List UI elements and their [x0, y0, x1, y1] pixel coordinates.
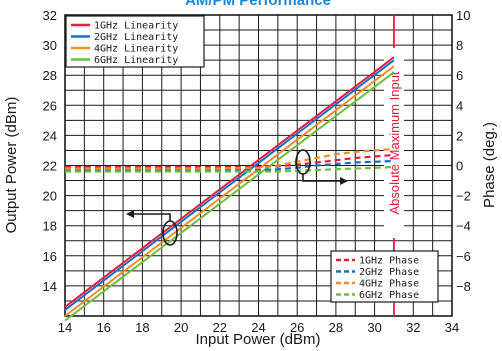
y-right-tick-label: 4: [456, 98, 463, 113]
legend-label: 1GHz Linearity: [94, 21, 178, 32]
y-right-tick-label: −2: [456, 189, 471, 204]
legend-label: 6GHz Linearity: [94, 55, 178, 66]
x-tick-label: 22: [213, 320, 227, 335]
series-line-2ghz-linearity: [64, 59, 395, 311]
y-right-tick-label: 2: [456, 128, 463, 143]
y-left-tick-label: 32: [43, 8, 57, 23]
legend-label: 6GHz Phase: [359, 290, 419, 301]
series-line-1ghz-phase: [65, 153, 395, 169]
y-right-tick-label: −8: [456, 279, 471, 294]
series-line-4ghz-phase: [65, 147, 395, 170]
y-left-tick-label: 30: [43, 38, 57, 53]
legend-label: 4GHz Phase: [359, 279, 419, 290]
y-axis-left-label: Output Power (dBm): [3, 97, 20, 234]
plot-frame: [64, 14, 453, 317]
y-left-tick-label: 24: [43, 128, 57, 143]
phase-arrowhead: [340, 177, 348, 185]
x-tick-label: 28: [329, 320, 343, 335]
series-line-6ghz-linearity: [64, 71, 395, 322]
phase-indicator-arrow: [302, 174, 342, 182]
y-right-tick-label: −6: [456, 249, 471, 264]
series-line-2ghz-phase: [65, 159, 394, 172]
absolute-maximum-annotation: Absolute Maximum Input: [383, 15, 404, 316]
x-tick-label: 18: [135, 320, 149, 335]
legend-label: 2GHz Linearity: [94, 32, 178, 43]
legend-label: 4GHz Linearity: [94, 44, 178, 55]
x-tick-label: 30: [367, 320, 381, 335]
legend-label: 2GHz Phase: [359, 267, 419, 278]
x-tick-label: 32: [406, 320, 420, 335]
y-right-tick-label: 10: [456, 8, 470, 23]
series-layer: [64, 56, 395, 322]
chart-title: AM/PM Performance: [185, 0, 331, 9]
linearity-arrowhead: [126, 210, 134, 218]
y-left-tick-label: 18: [43, 219, 57, 234]
linearity-indicator-arrow: [132, 213, 171, 221]
series-line-4ghz-linearity: [64, 65, 395, 317]
y-left-tick-label: 20: [43, 189, 57, 204]
axis-indicator-arrows: [126, 149, 348, 246]
y-right-tick-label: −4: [456, 219, 471, 234]
y-right-tick-label: 6: [456, 68, 463, 83]
x-tick-label: 26: [290, 320, 304, 335]
y-left-tick-label: 28: [43, 68, 57, 83]
y-right-tick-label: 8: [456, 38, 463, 53]
series-line-1ghz-linearity: [64, 56, 395, 308]
y-left-tick-label: 26: [43, 98, 57, 113]
x-tick-label: 24: [251, 320, 265, 335]
x-axis-label: Input Power (dBm): [195, 331, 320, 348]
annotation-background: [383, 48, 404, 238]
x-tick-label: 34: [445, 320, 459, 335]
y-left-tick-label: 16: [43, 249, 57, 264]
y-left-tick-label: 22: [43, 159, 57, 174]
y-left-tick-label: 14: [43, 279, 57, 294]
x-tick-label: 16: [96, 320, 110, 335]
annotation-label: Absolute Maximum Input: [387, 71, 402, 214]
x-tick-label: 20: [174, 320, 188, 335]
x-tick-label: 14: [58, 320, 72, 335]
tick-labels: 14 16 18 20 22 24 26 28 30 32 34141618202224262830…: [43, 8, 471, 335]
y-axis-right-label: Phase (deg.): [481, 122, 498, 208]
legend-label: 1GHz Phase: [359, 256, 419, 267]
y-right-tick-label: 0: [456, 159, 463, 174]
series-line-6ghz-phase: [65, 165, 394, 173]
